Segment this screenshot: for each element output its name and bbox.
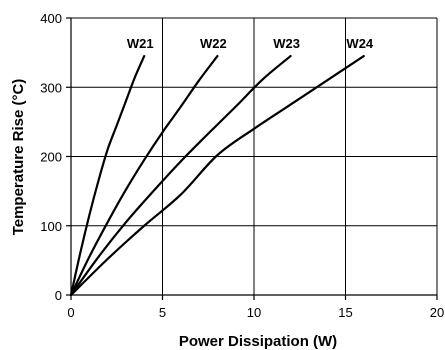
y-axis-title: Temperature Rise (°C) [10, 79, 27, 236]
series-labels: W21 W22 W23 W24 [127, 36, 374, 51]
x-tick-label: 0 [67, 305, 74, 320]
y-tick-label: 400 [40, 11, 62, 26]
grid [71, 17, 438, 295]
y-tick-label: 0 [55, 288, 62, 303]
series-label-w24: W24 [346, 36, 374, 51]
x-axis-title: Power Dissipation (W) [179, 333, 337, 350]
series-line-w21 [69, 54, 146, 297]
series-line-w22 [69, 54, 219, 297]
axes [66, 17, 438, 300]
y-tick-label: 300 [40, 80, 62, 95]
series-line-w23 [69, 54, 292, 297]
series-label-w23: W23 [273, 36, 300, 51]
series-label-w22: W22 [200, 36, 227, 51]
x-tick-label: 15 [338, 305, 352, 320]
x-tick-label: 20 [430, 305, 444, 320]
x-tick-label: 5 [159, 305, 166, 320]
y-tick-label: 200 [40, 150, 62, 165]
series-label-w21: W21 [127, 36, 154, 51]
series-line-w24 [69, 54, 365, 297]
series-lines [69, 54, 365, 297]
x-tick-label: 10 [247, 305, 261, 320]
y-tick-label: 100 [40, 219, 62, 234]
